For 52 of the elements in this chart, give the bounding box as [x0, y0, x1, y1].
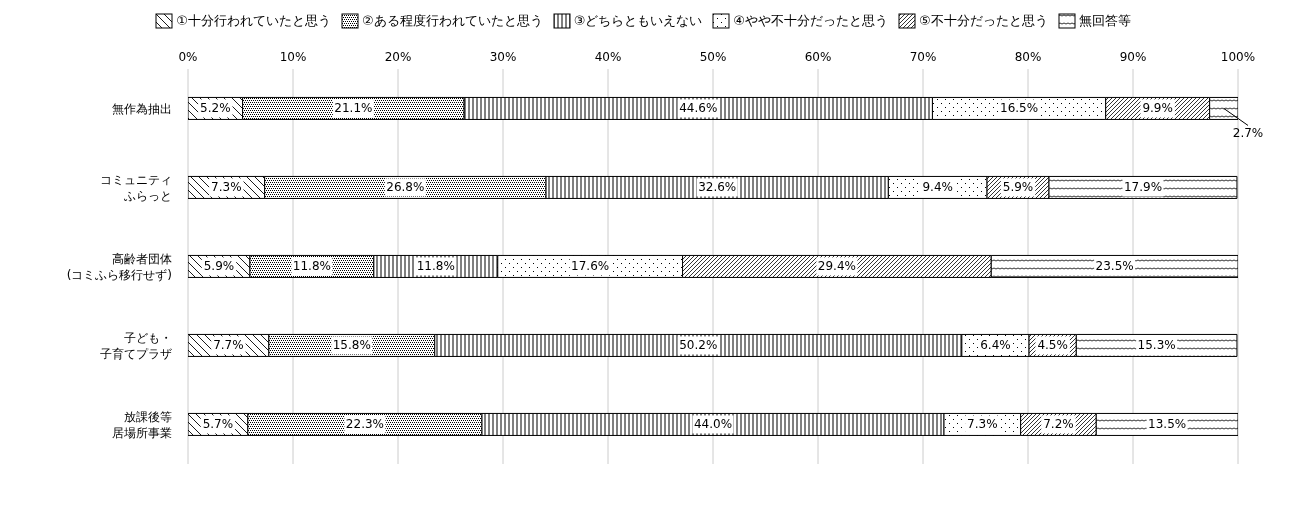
data-label: 16.5% — [1000, 101, 1039, 116]
legend-label: ⑤不十分だったと思う — [918, 12, 1048, 30]
data-label: 15.3% — [1137, 338, 1176, 353]
data-label: 9.4% — [922, 180, 953, 195]
legend-label: ③どちらともいえない — [573, 12, 703, 30]
data-label: 23.5% — [1095, 259, 1134, 274]
x-tick-label: 70% — [909, 50, 937, 64]
y-tick-label: 無作為抽出 — [112, 101, 172, 116]
data-label: 2.7% — [1232, 126, 1264, 141]
legend-label: 無回答等 — [1078, 12, 1131, 30]
data-label: 5.7% — [202, 417, 234, 432]
legend-label: ②ある程度行われていたと思う — [362, 12, 543, 30]
data-label: 13.5% — [1148, 417, 1187, 432]
x-tick-label: 80% — [1014, 50, 1042, 64]
data-label: 5.9% — [203, 259, 235, 274]
x-tick-label: 60% — [804, 50, 832, 64]
data-label: 5.2% — [200, 101, 231, 116]
data-label: 29.4% — [817, 259, 856, 274]
data-label: 44.6% — [679, 101, 718, 116]
x-tick-label: 50% — [699, 50, 727, 64]
x-tick-label: 20% — [384, 50, 412, 64]
legend-label: ①十分行われていたと思う — [176, 12, 332, 30]
data-label: 44.0% — [693, 417, 733, 432]
y-tick-label: 子ども・子育てプラザ — [100, 330, 172, 361]
x-tick-label: 100% — [1220, 50, 1256, 64]
data-label: 11.8% — [416, 259, 455, 274]
legend-label: ④やや不十分だったと思う — [733, 12, 888, 30]
x-tick-label: 0% — [178, 50, 198, 64]
y-tick-label: 高齢者団体(コミふら移行せず) — [66, 251, 172, 282]
data-label: 21.1% — [334, 101, 373, 116]
x-tick-label: 40% — [594, 50, 622, 64]
data-label: 4.5% — [1037, 338, 1068, 353]
data-label: 50.2% — [679, 338, 718, 353]
x-tick-label: 90% — [1119, 50, 1147, 64]
x-tick-label: 30% — [489, 50, 517, 64]
data-label: 22.3% — [345, 417, 384, 432]
data-label: 26.8% — [386, 180, 425, 195]
data-label: 5.9% — [1002, 180, 1034, 195]
data-label: 17.9% — [1123, 180, 1163, 195]
data-label: 17.6% — [571, 259, 610, 274]
data-label: 7.3% — [967, 417, 998, 432]
x-tick-label: 10% — [279, 50, 307, 64]
data-label: 11.8% — [292, 259, 331, 274]
data-label: 7.2% — [1043, 417, 1074, 432]
data-label: 7.3% — [211, 180, 242, 195]
data-label: 32.6% — [698, 180, 737, 195]
data-label: 15.8% — [332, 338, 371, 353]
data-label: 6.4% — [980, 338, 1011, 353]
y-tick-label: コミュニティふらっと — [100, 172, 172, 203]
data-label: 9.9% — [1142, 101, 1173, 116]
y-tick-label: 放課後等居場所事業 — [112, 409, 172, 440]
data-label: 7.7% — [213, 338, 244, 353]
